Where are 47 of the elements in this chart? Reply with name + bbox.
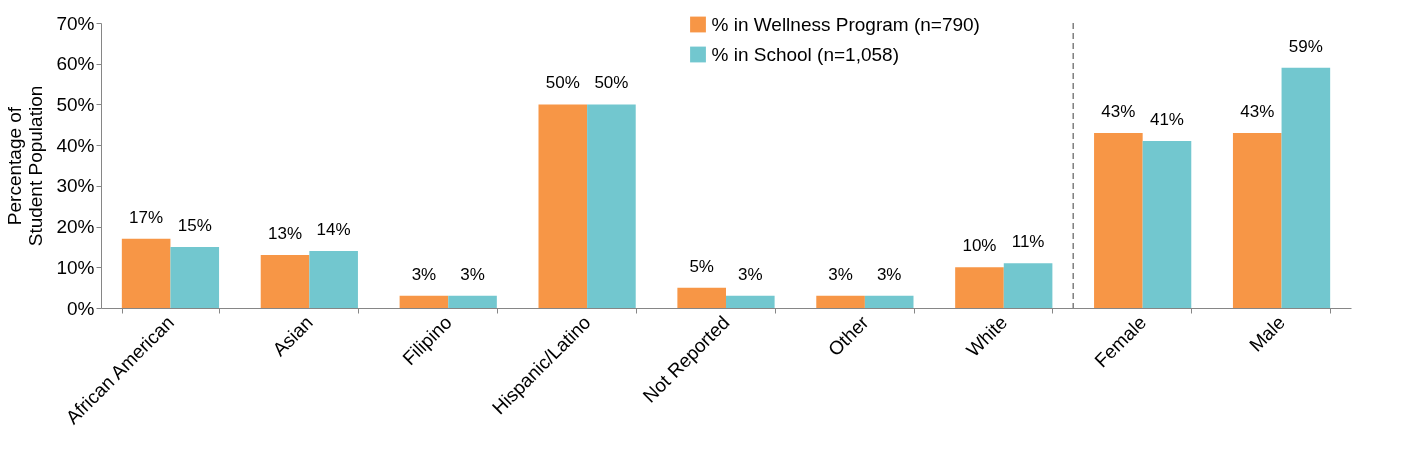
data-label: 3% bbox=[460, 264, 485, 284]
data-label: 43% bbox=[1101, 101, 1136, 121]
data-label: 3% bbox=[876, 264, 902, 284]
data-label: 11% bbox=[1011, 232, 1045, 252]
data-label: 3% bbox=[738, 264, 763, 284]
y-tick-label: 20% bbox=[56, 216, 95, 238]
data-label: 14% bbox=[316, 220, 351, 239]
bar bbox=[1232, 132, 1282, 308]
bar bbox=[260, 255, 310, 308]
data-label: 17% bbox=[129, 207, 164, 227]
bar bbox=[726, 295, 775, 308]
data-label: 3% bbox=[828, 264, 853, 284]
bar bbox=[955, 267, 1004, 308]
bar bbox=[816, 295, 865, 308]
bar bbox=[1281, 67, 1331, 308]
legend-label: % in School (n=1,058) bbox=[711, 43, 899, 65]
bar bbox=[538, 104, 588, 308]
bar bbox=[170, 246, 220, 308]
bar bbox=[448, 295, 497, 308]
y-tick-label: 10% bbox=[56, 256, 95, 278]
bar bbox=[587, 104, 636, 308]
bar bbox=[1003, 263, 1053, 308]
bar bbox=[864, 295, 914, 308]
data-label: 50% bbox=[594, 73, 629, 93]
y-tick-label: 70% bbox=[56, 12, 95, 34]
y-tick-label: 60% bbox=[56, 53, 95, 75]
data-label: 15% bbox=[177, 215, 212, 235]
y-tick-label: 50% bbox=[56, 93, 95, 115]
data-label: 59% bbox=[1288, 36, 1323, 56]
bar bbox=[121, 238, 171, 308]
bar bbox=[1142, 141, 1192, 308]
legend-label: % in Wellness Program (n=790) bbox=[711, 13, 980, 35]
data-label: 13% bbox=[268, 224, 303, 244]
data-label: 50% bbox=[545, 73, 580, 93]
y-tick-label: 30% bbox=[56, 175, 95, 197]
y-tick-label: 40% bbox=[56, 134, 95, 156]
y-tick-label: 0% bbox=[67, 297, 95, 319]
data-label: 41% bbox=[1149, 110, 1184, 130]
bar bbox=[1094, 132, 1143, 308]
data-label: 10% bbox=[962, 236, 997, 256]
bar bbox=[677, 287, 726, 308]
data-label: 43% bbox=[1240, 101, 1275, 121]
y-axis-title: Percentage of Student Population bbox=[4, 85, 47, 247]
data-label: 5% bbox=[689, 256, 714, 276]
bar bbox=[399, 295, 449, 308]
bar bbox=[309, 251, 358, 308]
data-label: 3% bbox=[411, 264, 437, 284]
